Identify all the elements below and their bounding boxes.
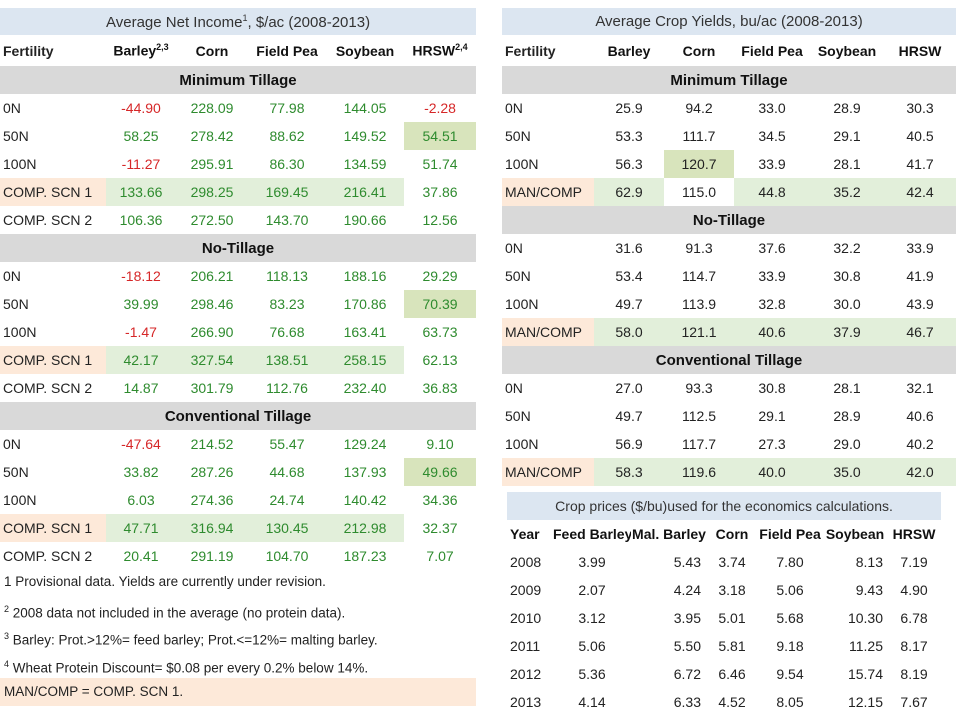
header-year: Year	[510, 526, 540, 542]
table-row: COMP. SCN 2 20.41 291.19 104.70 187.23 7…	[3, 548, 454, 564]
footnote-4: 4 Wheat Protein Discount= $0.08 per ever…	[4, 658, 369, 676]
header-fertility: Fertility	[505, 42, 556, 59]
crop-prices-table: Crop prices ($/bu)used for the economics…	[507, 492, 942, 716]
section-no-tillage: No-Tillage	[502, 206, 956, 234]
header-corn: Corn	[715, 526, 749, 542]
table-row: 0N -18.12 206.21 118.13 188.16 29.29	[3, 268, 458, 284]
table-row: 100N -1.47 266.90 76.68 163.41 63.73	[3, 324, 458, 340]
table-row: 0N -47.64 214.52 55.47 129.24 9.10	[3, 436, 454, 452]
table-row: 2013 4.14 6.33 4.52 8.05 12.15 7.67	[510, 694, 928, 710]
header-soybean: Soybean	[335, 42, 395, 59]
crop-prices-title: Crop prices ($/bu)used for the economics…	[507, 492, 942, 520]
net-income-table: Average Net Income1, $/ac (2008-2013) Fe…	[0, 8, 477, 570]
header-barley: Barley2,3	[113, 42, 169, 59]
net-income-title: Average Net Income1, $/ac (2008-2013)	[0, 8, 477, 35]
table-row: COMP. SCN 1 42.17 327.54 138.51 258.15 6…	[0, 346, 476, 374]
table-row: MAN/COMP 58.0 121.1 40.6 37.9 46.7	[502, 318, 956, 346]
section-minimum-tillage: Minimum Tillage	[502, 66, 956, 94]
header-field-pea: Field Pea	[759, 526, 821, 542]
table-row: 0N 31.6 91.3 37.6 32.2 33.9	[505, 240, 934, 256]
section-conventional-tillage: Conventional Tillage	[502, 346, 956, 374]
header-hrsw: HRSW	[898, 42, 942, 59]
table-row: 50N 53.4 114.7 33.9 30.8 41.9	[505, 268, 934, 284]
table-row: 0N 25.9 94.2 33.0 28.9 30.3	[505, 100, 934, 116]
footnote-man-comp: MAN/COMP = COMP. SCN 1.	[0, 678, 476, 706]
header-soybean: Soybean	[825, 526, 885, 542]
header-field-pea: Field Pea	[256, 42, 318, 59]
footnote-2: 2 2008 data not included in the average …	[4, 603, 346, 621]
footnotes: 1 Provisional data. Yields are currently…	[0, 568, 476, 706]
crop-yields-title: Average Crop Yields, bu/ac (2008-2013)	[502, 8, 956, 35]
table-row: 50N 49.7 112.5 29.1 28.9 40.6	[505, 408, 934, 424]
table-row: 100N -11.27 295.91 86.30 134.59 51.74	[3, 156, 458, 172]
table-row: 2011 5.06 5.50 5.81 9.18 11.25 8.17	[510, 638, 928, 654]
table-row: COMP. SCN 1 47.71 316.94 130.45 212.98 3…	[0, 514, 476, 542]
header-barley: Barley	[607, 42, 651, 59]
table-row: 0N 27.0 93.3 30.8 28.1 32.1	[505, 380, 934, 396]
table-row: 50N 39.99 298.46 83.23 170.86 70.39	[0, 290, 477, 318]
header-fertility: Fertility	[3, 42, 54, 59]
header-corn: Corn	[682, 42, 716, 59]
table-row: 50N 58.25 278.42 88.62 149.52 54.51	[0, 122, 477, 150]
footnote-1: 1 Provisional data. Yields are currently…	[4, 574, 326, 589]
table-row: COMP. SCN 2 106.36 272.50 143.70 190.66 …	[3, 212, 458, 228]
table-row: 0N -44.90 228.09 77.98 144.05 -2.28	[3, 100, 456, 116]
table-row: 2009 2.07 4.24 3.18 5.06 9.43 4.90	[510, 582, 928, 598]
header-corn: Corn	[195, 42, 229, 59]
table-row: 2010 3.12 3.95 5.01 5.68 10.30 6.78	[510, 610, 928, 626]
table-row: 100N 56.9 117.7 27.3 29.0 40.2	[505, 436, 934, 452]
header-mal-barley: Mal. Barley	[632, 526, 706, 542]
table-row: 2008 3.99 5.43 3.74 7.80 8.13 7.19	[510, 554, 928, 570]
section-conventional-tillage: Conventional Tillage	[0, 402, 477, 430]
table-row: 50N 33.82 287.26 44.68 137.93 49.66	[0, 458, 477, 486]
header-hrsw: HRSW2,4	[412, 42, 468, 59]
table-row: MAN/COMP 62.9 115.0 44.8 35.2 42.4	[502, 178, 956, 206]
header-field-pea: Field Pea	[741, 42, 803, 59]
section-no-tillage: No-Tillage	[0, 234, 477, 262]
footnote-3: 3 Barley: Prot.>12%= feed barley; Prot.<…	[4, 631, 378, 648]
header-feed-barley: Feed Barley	[553, 526, 631, 542]
table-row: MAN/COMP 58.3 119.6 40.0 35.0 42.0	[502, 458, 956, 486]
table-row: 2012 5.36 6.72 6.46 9.54 15.74 8.19	[510, 666, 928, 682]
table-row: 100N 6.03 274.36 24.74 140.42 34.36	[3, 492, 458, 508]
table-row: 100N 56.3 120.7 33.9 28.1 41.7	[502, 150, 956, 178]
crop-yields-table: Average Crop Yields, bu/ac (2008-2013) F…	[502, 8, 956, 486]
header-soybean: Soybean	[817, 42, 877, 59]
table-row: COMP. SCN 2 14.87 301.79 112.76 232.40 3…	[3, 380, 458, 396]
table-row: 100N 49.7 113.9 32.8 30.0 43.9	[505, 296, 934, 312]
table-row: COMP. SCN 1 133.66 298.25 169.45 216.41 …	[0, 178, 476, 206]
table-row: 50N 53.3 111.7 34.5 29.1 40.5	[505, 128, 934, 144]
section-minimum-tillage: Minimum Tillage	[0, 66, 477, 94]
header-hrsw: HRSW	[892, 526, 936, 542]
